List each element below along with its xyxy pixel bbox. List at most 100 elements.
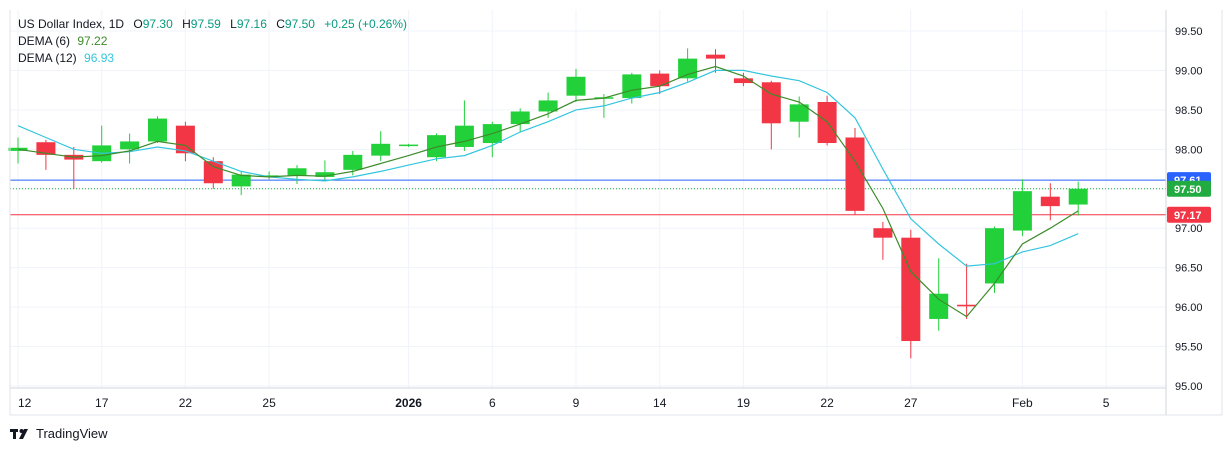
candles xyxy=(8,48,1088,359)
candle xyxy=(454,100,474,151)
candle-body xyxy=(650,73,670,87)
price-tag-last-bg xyxy=(1167,180,1211,197)
candle xyxy=(985,226,1004,293)
candle-body xyxy=(371,143,391,156)
candle xyxy=(259,171,279,180)
high-key: H xyxy=(182,17,191,31)
candle xyxy=(203,157,223,189)
x-tick-label: 5 xyxy=(1103,396,1110,410)
low-key: L xyxy=(230,17,237,31)
candle-body xyxy=(985,228,1004,284)
candle xyxy=(873,221,893,260)
candle-body xyxy=(929,293,949,319)
candle xyxy=(64,146,84,189)
candle-body xyxy=(706,54,725,59)
price-tag-red: 97.17 xyxy=(1167,206,1211,223)
candle xyxy=(36,139,56,170)
dema12-value: 96.93 xyxy=(84,51,115,65)
candle xyxy=(957,263,977,319)
dema12-label: DEMA (12) xyxy=(18,51,77,65)
close-value: 97.50 xyxy=(284,17,315,31)
candle xyxy=(175,121,195,162)
ohlc-row: US Dollar Index, 1D O97.30 H97.59 L97.16… xyxy=(18,16,407,33)
candle-body xyxy=(36,142,56,155)
dema6-row: DEMA (6) 97.22 xyxy=(18,33,407,50)
candle xyxy=(817,95,837,146)
candle xyxy=(1012,179,1032,237)
candle xyxy=(678,48,698,82)
x-tick-label: 12 xyxy=(18,396,32,410)
candle-body xyxy=(845,137,865,211)
grid-lines xyxy=(10,10,1166,388)
candle xyxy=(789,96,809,138)
price-tag-red-text: 97.17 xyxy=(1174,210,1202,222)
candle-body xyxy=(901,237,921,342)
dema6-label: DEMA (6) xyxy=(18,34,71,48)
candle xyxy=(92,125,112,163)
candle xyxy=(650,70,670,95)
candle-body xyxy=(399,144,419,147)
change-value: +0.25 (+0.26%) xyxy=(324,17,407,31)
candle-body xyxy=(120,141,140,150)
candle xyxy=(1040,183,1060,221)
candle-body xyxy=(873,228,893,238)
x-axis-ticks: 12 17 22 25 2026 6 9 14 19 22 27 Feb 5 xyxy=(18,396,1110,410)
candle xyxy=(845,128,865,215)
candle xyxy=(287,165,307,185)
candle-body xyxy=(761,82,781,124)
candle xyxy=(761,80,781,150)
y-tick-label: 99.50 xyxy=(1175,26,1203,38)
price-tag-last: 97.50 xyxy=(1167,180,1211,197)
candle-body xyxy=(678,58,698,79)
y-tick-label: 95.50 xyxy=(1175,342,1203,354)
candle xyxy=(120,133,140,164)
y-tick-label: 99.00 xyxy=(1175,65,1203,77)
candle-body xyxy=(789,104,809,122)
dema12-line xyxy=(17,69,1079,267)
price-tag-last-text: 97.50 xyxy=(1174,184,1202,196)
candle-body xyxy=(315,172,335,177)
candle xyxy=(148,116,167,144)
price-tag-red-bg xyxy=(1167,206,1211,223)
y-tick-label: 97.00 xyxy=(1175,223,1203,235)
y-tick-label: 95.00 xyxy=(1175,381,1203,393)
x-tick-label: 14 xyxy=(653,396,667,410)
open-key: O xyxy=(133,17,143,31)
candle xyxy=(622,72,642,104)
candle xyxy=(901,229,921,359)
candle-body xyxy=(148,118,167,142)
candle-body xyxy=(203,161,223,184)
candle xyxy=(566,68,586,102)
candle xyxy=(482,121,502,158)
x-tick-label: 9 xyxy=(573,396,580,410)
candle xyxy=(706,49,725,73)
candle xyxy=(929,258,949,331)
low-value: 97.16 xyxy=(236,17,267,31)
y-tick-label: 96.00 xyxy=(1175,302,1203,314)
tradingview-logo-icon xyxy=(10,428,28,439)
candle-body xyxy=(259,175,279,177)
open-value: 97.30 xyxy=(142,17,173,31)
candle xyxy=(399,143,419,147)
brand-name: TradingView xyxy=(36,426,108,441)
candle-body xyxy=(1040,196,1060,207)
x-tick-label: 19 xyxy=(737,396,751,410)
candle-body xyxy=(1068,188,1088,205)
x-tick-label: 25 xyxy=(262,396,276,410)
dema6-value: 97.22 xyxy=(77,34,108,48)
close-key: C xyxy=(276,17,285,31)
candle-body xyxy=(454,125,474,147)
price-lines xyxy=(10,179,1166,216)
chart-legend: US Dollar Index, 1D O97.30 H97.59 L97.16… xyxy=(18,16,407,67)
y-tick-label: 98.50 xyxy=(1175,105,1203,117)
dema6-line xyxy=(17,65,1079,318)
candle-body xyxy=(343,154,363,170)
footer-brand[interactable]: TradingView xyxy=(10,426,108,441)
y-tick-label: 96.50 xyxy=(1175,263,1203,275)
candle-body xyxy=(175,125,195,154)
x-tick-label: 17 xyxy=(95,396,109,410)
candle-body xyxy=(566,76,586,96)
dema12-row: DEMA (12) 96.93 xyxy=(18,50,407,67)
